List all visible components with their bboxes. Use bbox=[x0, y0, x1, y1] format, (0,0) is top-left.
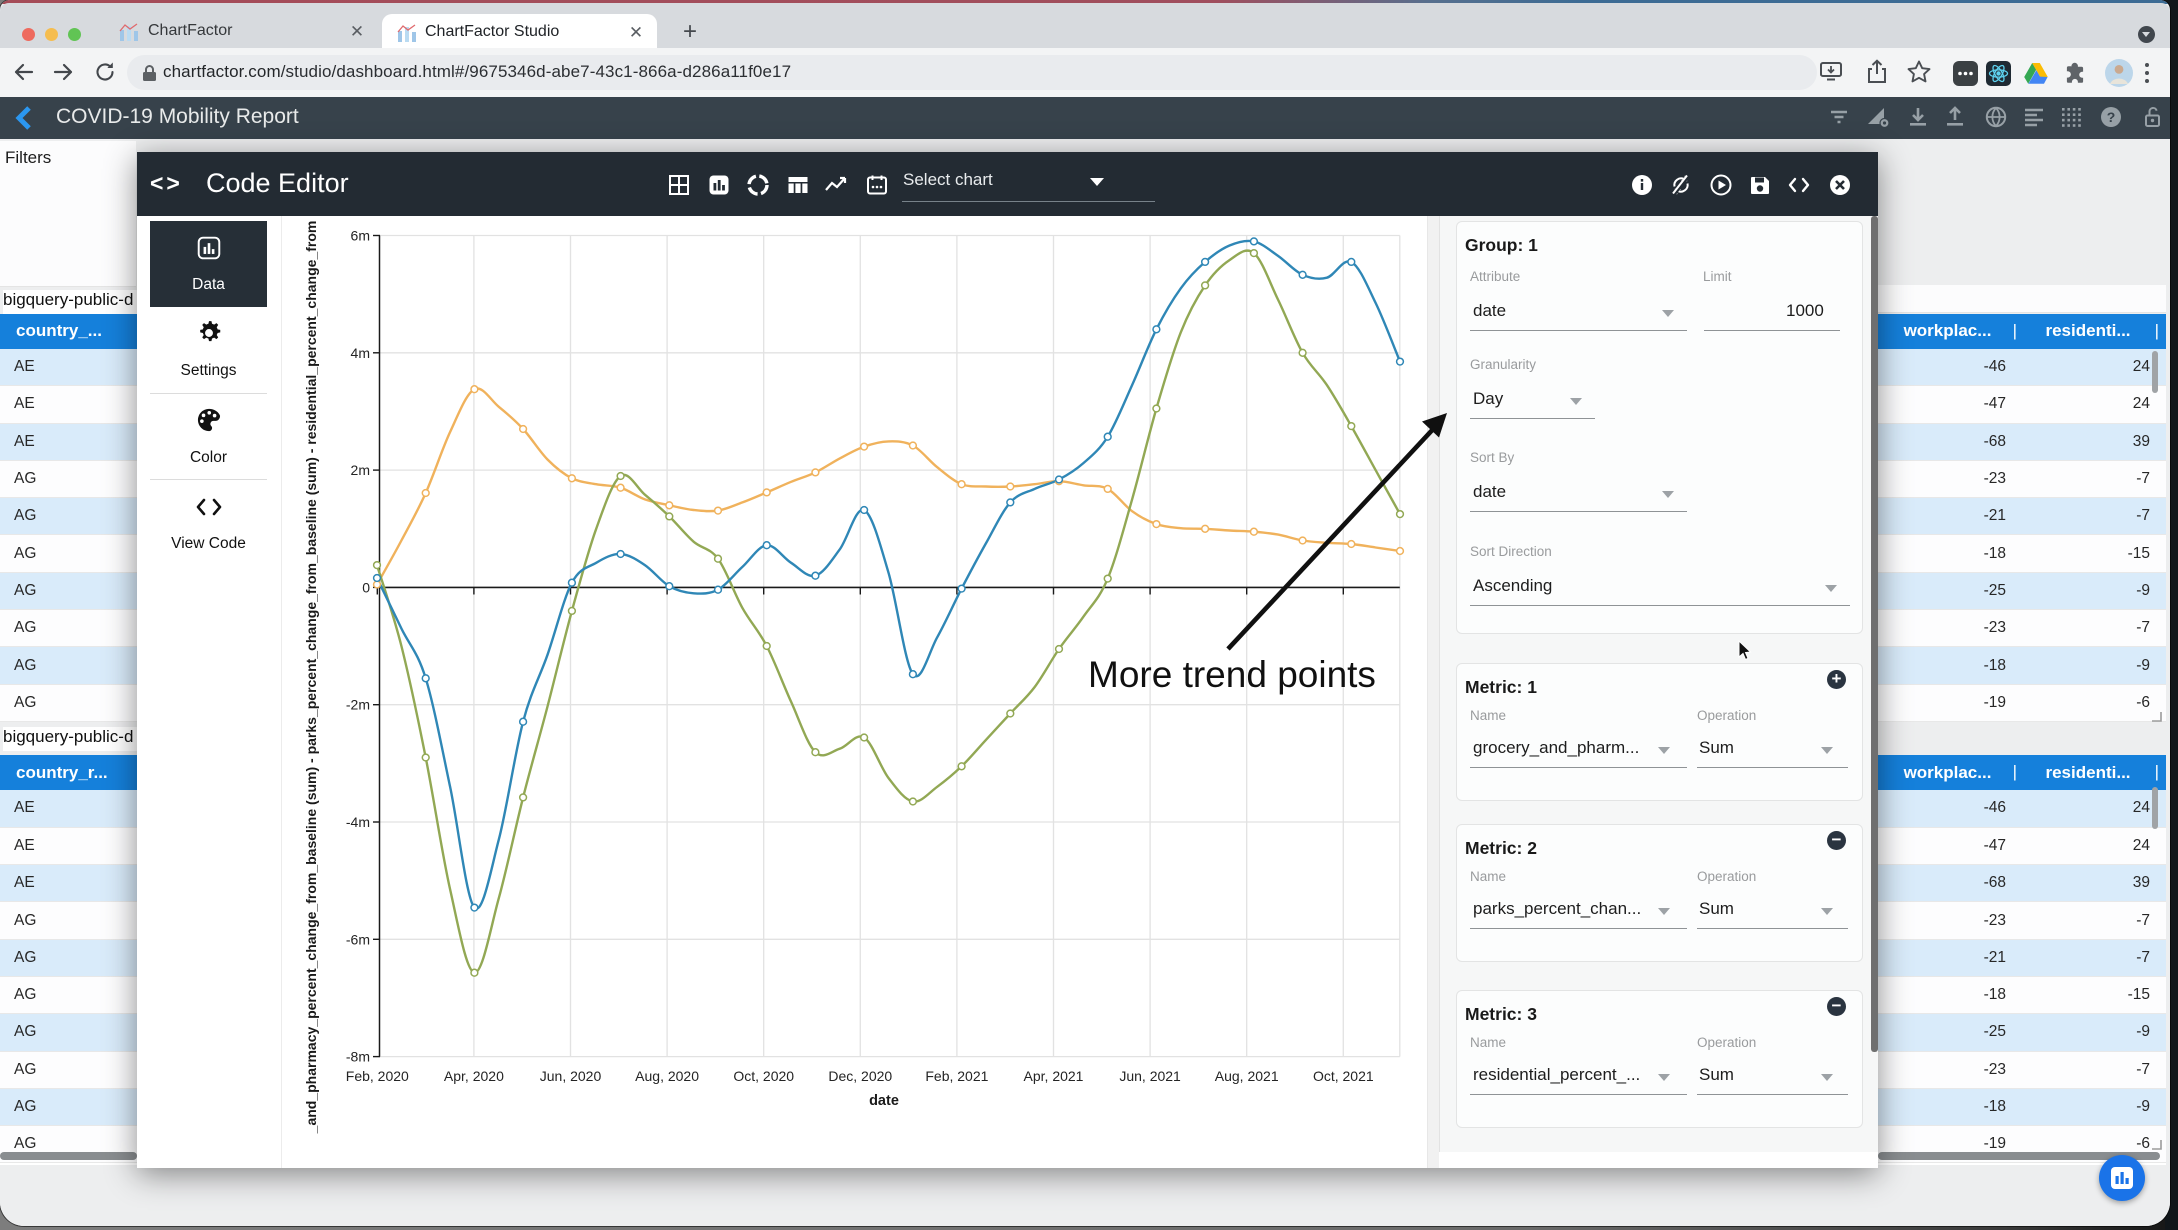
svg-text:2m: 2m bbox=[351, 462, 370, 478]
svg-text:Oct, 2021: Oct, 2021 bbox=[1313, 1068, 1374, 1084]
svg-text:Jun, 2021: Jun, 2021 bbox=[1119, 1068, 1181, 1084]
svg-text:?: ? bbox=[2107, 109, 2116, 125]
svg-text:6m: 6m bbox=[351, 228, 370, 244]
svg-text:-6m: -6m bbox=[346, 931, 370, 947]
svg-text:Oct, 2020: Oct, 2020 bbox=[733, 1068, 794, 1084]
svg-text:Aug, 2021: Aug, 2021 bbox=[1215, 1068, 1279, 1084]
svg-text:-2m: -2m bbox=[346, 697, 370, 713]
svg-text:Jun, 2020: Jun, 2020 bbox=[540, 1068, 602, 1084]
svg-text:4m: 4m bbox=[351, 345, 370, 361]
svg-text:Dec, 2020: Dec, 2020 bbox=[828, 1068, 892, 1084]
svg-text:-8m: -8m bbox=[346, 1049, 370, 1065]
svg-text:date: date bbox=[869, 1093, 899, 1109]
svg-text:Aug, 2020: Aug, 2020 bbox=[635, 1068, 699, 1084]
svg-text:_and_pharmacy_percent_change_f: _and_pharmacy_percent_change_from_baseli… bbox=[303, 221, 319, 1135]
svg-text:Feb, 2021: Feb, 2021 bbox=[925, 1068, 988, 1084]
svg-text:-4m: -4m bbox=[346, 814, 370, 830]
svg-text:Apr, 2021: Apr, 2021 bbox=[1024, 1068, 1084, 1084]
svg-text:0: 0 bbox=[362, 579, 370, 595]
svg-text:Feb, 2020: Feb, 2020 bbox=[346, 1068, 409, 1084]
svg-text:Apr, 2020: Apr, 2020 bbox=[444, 1068, 504, 1084]
